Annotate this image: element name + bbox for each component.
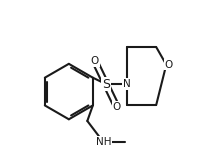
Text: O: O xyxy=(113,102,121,112)
Text: O: O xyxy=(91,56,99,66)
Text: S: S xyxy=(102,77,110,91)
Text: O: O xyxy=(164,60,172,70)
Text: NH: NH xyxy=(95,137,111,147)
Text: N: N xyxy=(123,79,131,89)
